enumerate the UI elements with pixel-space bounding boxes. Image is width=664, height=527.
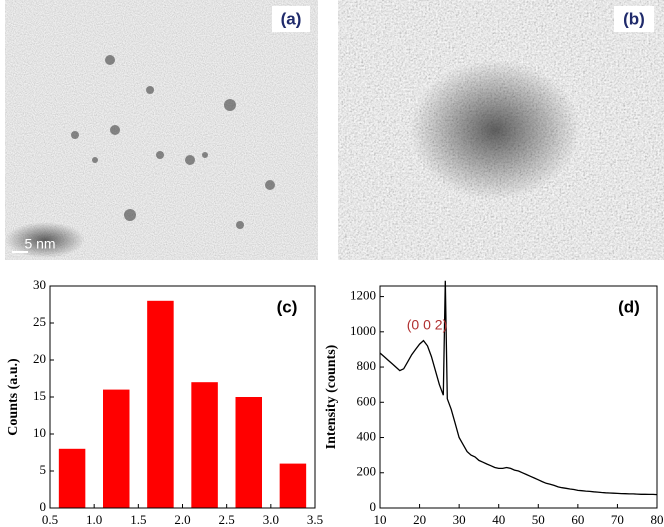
bar (103, 389, 130, 508)
panel-label: (b) (623, 9, 645, 28)
y-tick-label: 800 (357, 358, 377, 373)
y-tick-label: 400 (357, 429, 377, 444)
y-tick-label: 25 (33, 314, 46, 329)
x-tick-label: 3.5 (307, 512, 323, 527)
y-tick-label: 1000 (350, 323, 376, 338)
plot-frame (379, 285, 658, 509)
bar (235, 397, 262, 508)
y-tick-label: 200 (357, 464, 377, 479)
y-tick-label: 600 (357, 393, 377, 408)
y-tick-label: 5 (40, 462, 47, 477)
x-tick-label: 80 (651, 512, 664, 527)
y-axis-label: Intensity (counts) (324, 344, 339, 449)
y-tick-label: 30 (33, 277, 46, 292)
x-tick-label: 2.0 (174, 512, 190, 527)
x-tick-label: 2.5 (219, 512, 235, 527)
chart: 0510152025300.51.01.52.02.53.03.5(c)Part… (6, 277, 323, 527)
y-tick-label: 0 (40, 499, 47, 514)
bar (191, 382, 218, 508)
x-tick-label: 40 (492, 512, 505, 527)
x-tick-label: 0.5 (42, 512, 58, 527)
x-tick-label: 50 (532, 512, 545, 527)
x-tick-label: 10 (374, 512, 387, 527)
y-tick-label: 15 (33, 388, 46, 403)
x-tick-label: 70 (611, 512, 624, 527)
y-tick-label: 0 (370, 499, 377, 514)
x-tick-label: 30 (453, 512, 466, 527)
chart: 0 200 400 600 800 1000 1200 10 20 30 40 50 60 70 80 (0 … (324, 280, 664, 527)
y-axis-label: Counts (a.u.) (6, 358, 21, 436)
x-tick-label: 1.5 (130, 512, 146, 527)
line (379, 280, 658, 496)
panel-label: (a) (281, 9, 302, 28)
particles (71, 55, 275, 229)
y-tick-label: 20 (33, 351, 46, 366)
bar (279, 463, 307, 508)
tem-image (5, 0, 318, 260)
annotation: (0 0 2) (407, 317, 447, 333)
x-tick-label: 1.0 (86, 512, 102, 527)
label-box (272, 6, 310, 32)
x-tick-label: 20 (413, 512, 426, 527)
panel-label: (d) (618, 297, 640, 316)
y-tick-label: 1200 (350, 288, 376, 303)
x-tick-label: 3.0 (263, 512, 279, 527)
panel-a: (a) 5 nm (5, 0, 318, 260)
nanocrystal (410, 60, 580, 200)
panel-b: (b) (338, 0, 664, 260)
scale-bar-label: 5 nm (24, 236, 55, 252)
plot-frame (49, 285, 316, 509)
bar (147, 300, 174, 508)
x-tick-label: 60 (571, 512, 584, 527)
panel-label: (c) (277, 297, 298, 316)
bar (58, 448, 86, 508)
label-box (614, 6, 654, 32)
y-tick-label: 10 (33, 425, 46, 440)
